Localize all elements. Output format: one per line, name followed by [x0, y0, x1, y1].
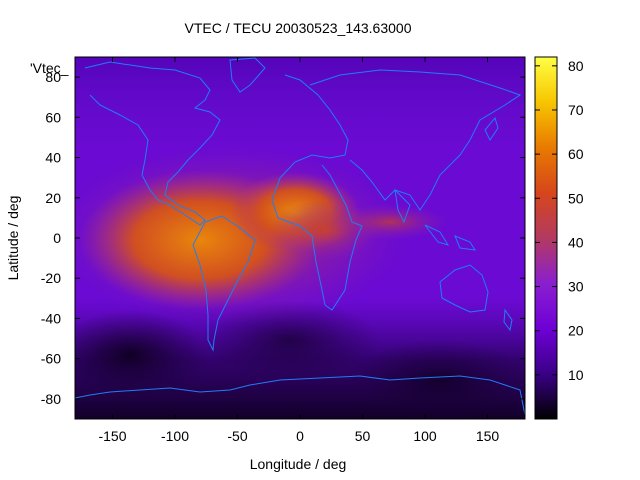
x-tick-label: 0 [296, 428, 304, 444]
y-tick-label: -60 [41, 351, 61, 367]
colorbar-ticks: 10 20 30 40 50 60 70 80 [535, 58, 584, 383]
colorbar-tick-label: 70 [568, 102, 584, 118]
key-label: 'Vtec_ [30, 60, 69, 76]
y-tick-label: 60 [45, 109, 61, 125]
y-tick-label: -20 [41, 270, 61, 286]
x-tick-label: 50 [355, 428, 371, 444]
y-tick-label: 20 [45, 190, 61, 206]
y-tick-label: 40 [45, 150, 61, 166]
x-tick-label: 150 [476, 428, 500, 444]
coast-australia [439, 264, 489, 313]
coast-southeast-asia [424, 224, 476, 251]
heatmap-dark-pacific-south [75, 310, 210, 400]
y-axis-ticks: -80 -60 -40 -20 0 20 40 60 80 [41, 69, 525, 407]
coast-antarctica [75, 375, 525, 416]
colorbar-tick-label: 50 [568, 190, 584, 206]
x-axis-ticks: -150 -100 -50 0 50 100 150 [98, 57, 499, 444]
colorbar-tick-label: 60 [568, 146, 584, 162]
coast-india [394, 188, 411, 224]
colorbar-tick-label: 40 [568, 234, 584, 250]
x-tick-label: 100 [413, 428, 437, 444]
x-tick-label: -150 [98, 428, 126, 444]
coastlines [75, 57, 525, 416]
y-axis-label: Latitude / deg [5, 196, 21, 281]
x-tick-label: -100 [161, 428, 189, 444]
heatmap-dark-australia-south [350, 340, 525, 419]
coast-south-america [192, 215, 256, 352]
x-axis-label: Longitude / deg [250, 456, 347, 472]
coast-asia [309, 69, 522, 211]
y-tick-label: -40 [41, 310, 61, 326]
colorbar [534, 56, 558, 420]
chart-title: VTEC / TECU 20030523_143.63000 [184, 20, 411, 36]
coast-greenland [229, 57, 266, 93]
coast-europe-africa [271, 74, 363, 311]
colorbar-tick-label: 30 [568, 279, 584, 295]
y-tick-label: 80 [45, 69, 61, 85]
coast-japan [484, 116, 499, 141]
y-tick-label: -80 [41, 391, 61, 407]
coast-new-zealand [503, 308, 513, 332]
colorbar-tick-label: 10 [568, 367, 584, 383]
colorbar-tick-label: 80 [568, 58, 584, 74]
heatmap-northern-band [75, 57, 525, 147]
colorbar-tick-label: 20 [568, 323, 584, 339]
y-tick-label: 0 [53, 230, 61, 246]
x-tick-label: -50 [227, 428, 247, 444]
heatmap-field [75, 57, 525, 419]
coast-north-america [84, 61, 221, 226]
